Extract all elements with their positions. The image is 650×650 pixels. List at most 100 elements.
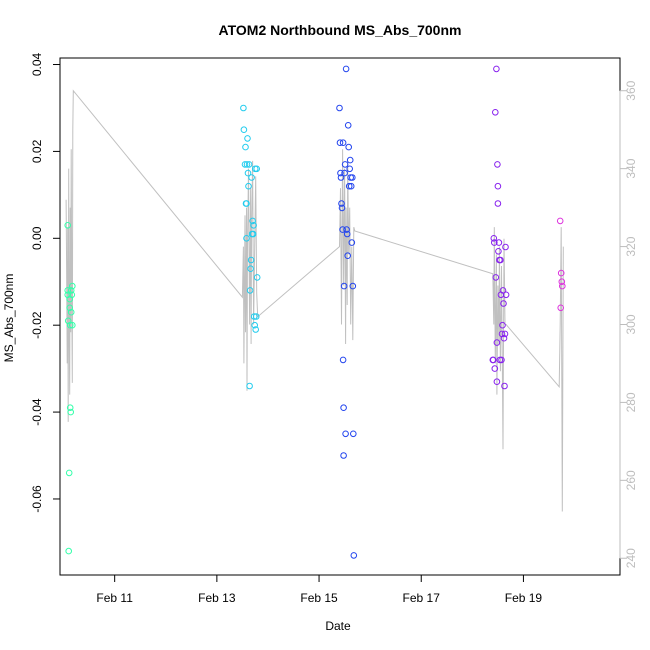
data-point: [338, 204, 346, 212]
data-point: [344, 122, 352, 129]
data-point: [499, 287, 507, 294]
data-point: [492, 274, 500, 281]
data-point: [347, 182, 355, 190]
data-point: [343, 230, 351, 238]
data-point: [494, 161, 501, 168]
data-point: [492, 109, 499, 116]
data-point: [342, 65, 350, 73]
data-point: [343, 226, 350, 233]
data-point: [341, 161, 349, 168]
data-point: [501, 330, 509, 338]
data-point: [340, 452, 347, 459]
data-point: [246, 287, 254, 294]
y-axis: -0.06 -0.04 -0.02 0.00 0.02 0.04: [30, 52, 61, 513]
data-point: [348, 239, 356, 246]
data-point: [497, 256, 504, 264]
data-point: [251, 321, 258, 329]
x-axis-label: Date: [325, 619, 351, 633]
data-point: [66, 321, 74, 329]
data-point: [253, 274, 261, 281]
y-tick-label: 0.04: [30, 52, 44, 76]
data-point: [341, 169, 348, 177]
data-point: [339, 356, 347, 364]
data-point: [502, 291, 510, 299]
data-point: [342, 430, 349, 438]
data-point: [249, 217, 256, 225]
data-point: [64, 222, 71, 229]
series-2: [240, 104, 261, 390]
series-1: [64, 222, 76, 555]
series-5: [556, 217, 566, 312]
chart-title: ATOM2 Northbound MS_Abs_700nm: [219, 22, 462, 38]
data-point: [67, 287, 75, 294]
data-point: [495, 248, 502, 255]
data-point: [558, 278, 566, 286]
secondary-y-tick-label: 340: [624, 158, 638, 178]
data-point: [243, 200, 250, 207]
data-point: [337, 169, 344, 177]
series-4: [489, 65, 510, 390]
secondary-y-tick-label: 360: [624, 80, 638, 100]
data-point: [339, 226, 346, 233]
data-point: [349, 174, 356, 181]
secondary-trace-layer: [65, 89, 564, 512]
data-point: [500, 334, 508, 342]
secondary-y-tick-label: 320: [624, 236, 638, 256]
data-point: [494, 182, 502, 190]
secondary-y-tick-label: 300: [624, 314, 638, 334]
data-point: [336, 104, 343, 112]
x-axis: Feb 11 Feb 13 Feb 15 Feb 17 Feb 19: [96, 574, 542, 605]
data-point: [69, 321, 76, 329]
data-point: [245, 182, 252, 190]
data-point: [247, 256, 255, 264]
data-point: [67, 308, 75, 316]
x-tick-label: Feb 13: [198, 591, 236, 605]
data-point: [339, 139, 347, 146]
data-point: [240, 126, 248, 133]
x-tick-label: Feb 15: [300, 591, 338, 605]
data-point: [244, 135, 251, 142]
data-point: [501, 382, 508, 390]
data-point: [249, 230, 257, 238]
secondary-y-tick-label: 260: [624, 470, 638, 490]
data-point: [244, 169, 252, 177]
y-axis-label: MS_Abs_700nm: [2, 274, 16, 363]
data-point: [245, 161, 253, 168]
data-point: [252, 326, 259, 333]
data-point: [350, 552, 358, 559]
data-point: [247, 265, 254, 273]
data-point: [350, 430, 357, 438]
y-tick-label: 0.00: [30, 226, 44, 250]
data-point: [490, 235, 498, 242]
y-tick-label: -0.04: [30, 398, 44, 426]
data-point: [557, 269, 565, 277]
series-3: [336, 65, 358, 559]
data-point: [556, 217, 564, 225]
data-point: [65, 469, 73, 477]
data-point: [500, 300, 507, 307]
x-tick-label: Feb 11: [96, 591, 133, 605]
data-point: [338, 200, 345, 207]
secondary-y-tick-label: 280: [624, 392, 638, 412]
data-point: [495, 239, 503, 246]
data-point: [349, 282, 357, 290]
data-point: [340, 404, 347, 412]
y-tick-label: -0.02: [30, 311, 44, 339]
data-point: [241, 161, 249, 168]
data-point: [250, 222, 257, 229]
data-point: [559, 282, 566, 290]
data-point: [253, 165, 261, 173]
data-point: [246, 382, 253, 390]
data-point: [493, 339, 501, 346]
data-point: [69, 282, 76, 290]
data-point: [336, 139, 344, 146]
secondary-trace-line: [65, 89, 564, 512]
data-point: [337, 174, 345, 181]
data-point: [345, 182, 353, 190]
x-tick-label: Feb 17: [403, 591, 441, 605]
secondary-y-tick-label: 240: [624, 548, 638, 568]
data-point: [242, 143, 249, 151]
data-point: [240, 104, 247, 112]
data-point: [498, 356, 505, 364]
